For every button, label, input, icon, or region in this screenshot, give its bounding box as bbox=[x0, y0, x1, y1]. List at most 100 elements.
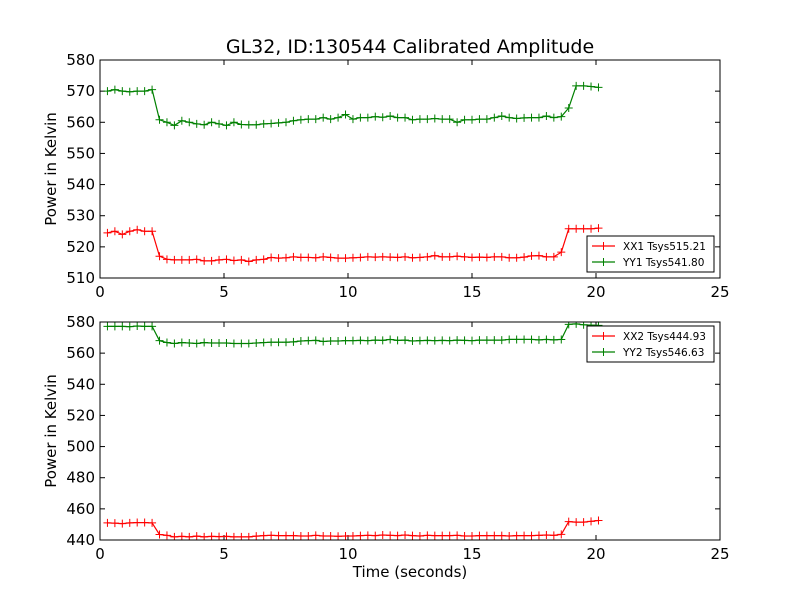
data-point bbox=[371, 531, 380, 540]
data-point bbox=[490, 252, 499, 261]
data-point bbox=[244, 257, 253, 266]
data-point bbox=[363, 252, 372, 261]
data-point bbox=[334, 254, 343, 263]
y-tick-label: 560 bbox=[66, 344, 95, 362]
chart-title: GL32, ID:130544 Calibrated Amplitude bbox=[226, 36, 594, 58]
data-point bbox=[229, 339, 238, 348]
data-point bbox=[453, 252, 462, 261]
y-tick-label: 520 bbox=[66, 238, 95, 256]
legend: XX1 Tsys515.21 YY1 Tsys541.80 bbox=[586, 235, 715, 273]
x-tick-label: 10 bbox=[338, 283, 357, 301]
data-point bbox=[341, 254, 350, 263]
data-point bbox=[348, 253, 357, 262]
data-point bbox=[289, 116, 298, 125]
legend-label: YY2 Tsys546.63 bbox=[622, 347, 704, 359]
data-point bbox=[363, 336, 372, 345]
data-point bbox=[445, 252, 454, 261]
data-point bbox=[438, 252, 447, 261]
legend-marker bbox=[599, 332, 608, 340]
data-point bbox=[482, 336, 491, 345]
data-point bbox=[192, 339, 201, 348]
data-point bbox=[125, 322, 134, 331]
data-point bbox=[490, 336, 499, 345]
data-point bbox=[386, 112, 395, 121]
data-point bbox=[408, 115, 417, 124]
legend: XX2 Tsys444.93 YY2 Tsys546.63 bbox=[586, 325, 715, 363]
data-point bbox=[311, 253, 320, 262]
data-point bbox=[415, 115, 424, 124]
data-point bbox=[356, 531, 365, 540]
data-point bbox=[460, 531, 469, 540]
data-point bbox=[252, 532, 261, 540]
data-point bbox=[170, 255, 179, 264]
data-point bbox=[252, 120, 261, 129]
data-point bbox=[289, 337, 298, 346]
data-point bbox=[237, 339, 246, 348]
data-point bbox=[453, 336, 462, 345]
y-tick-label: 460 bbox=[66, 500, 95, 518]
data-point bbox=[118, 87, 127, 96]
data-point bbox=[118, 519, 127, 528]
data-point bbox=[348, 115, 357, 124]
data-point bbox=[468, 336, 476, 345]
data-point bbox=[393, 113, 402, 122]
data-point bbox=[103, 228, 112, 237]
data-point bbox=[564, 103, 573, 112]
data-point bbox=[505, 531, 514, 540]
data-point bbox=[229, 118, 238, 127]
series-2 bbox=[103, 322, 603, 348]
data-point bbox=[215, 255, 224, 264]
data-point bbox=[438, 531, 447, 540]
x-tick-label: 5 bbox=[219, 283, 229, 301]
data-point bbox=[534, 113, 543, 122]
data-point bbox=[579, 224, 588, 233]
data-point bbox=[415, 253, 424, 262]
data-point bbox=[319, 113, 328, 122]
legend-label: YY1 Tsys541.80 bbox=[622, 257, 704, 269]
data-point bbox=[140, 87, 149, 96]
data-point bbox=[475, 115, 484, 124]
data-point bbox=[282, 338, 290, 347]
data-point bbox=[304, 253, 313, 262]
data-point bbox=[319, 252, 328, 261]
data-point bbox=[557, 530, 566, 539]
series-1 bbox=[103, 224, 603, 266]
data-point bbox=[393, 336, 402, 345]
data-point bbox=[289, 531, 298, 540]
data-point bbox=[393, 531, 402, 540]
data-point bbox=[497, 336, 506, 345]
data-point bbox=[378, 336, 387, 345]
data-point bbox=[505, 335, 514, 344]
x-tick-label: 5 bbox=[219, 545, 229, 563]
data-point bbox=[378, 252, 387, 261]
y-tick-label: 510 bbox=[66, 269, 95, 287]
data-point bbox=[386, 335, 395, 344]
data-point bbox=[125, 518, 134, 527]
data-point bbox=[415, 531, 424, 540]
data-point bbox=[244, 339, 253, 348]
data-point bbox=[423, 336, 432, 345]
data-point bbox=[103, 87, 112, 96]
data-point bbox=[549, 335, 558, 344]
data-point bbox=[125, 227, 134, 236]
legend-label: XX2 Tsys444.93 bbox=[623, 331, 706, 343]
data-point bbox=[490, 113, 499, 122]
data-point bbox=[527, 531, 536, 540]
data-point bbox=[103, 322, 112, 331]
data-point bbox=[229, 256, 238, 265]
data-point bbox=[557, 112, 566, 121]
data-point bbox=[282, 253, 290, 262]
data-point bbox=[162, 338, 171, 347]
data-point bbox=[549, 113, 558, 122]
data-point bbox=[244, 120, 253, 129]
data-point bbox=[401, 336, 410, 345]
data-point bbox=[520, 113, 529, 122]
bottom-subplot: 0 5 10 15 20 25 440 460 480 500 520 540 560 580 Power … bbox=[42, 313, 730, 581]
data-point bbox=[222, 339, 231, 348]
data-point bbox=[215, 339, 224, 348]
data-point bbox=[512, 253, 521, 262]
data-point bbox=[237, 255, 246, 264]
data-point bbox=[334, 113, 343, 122]
